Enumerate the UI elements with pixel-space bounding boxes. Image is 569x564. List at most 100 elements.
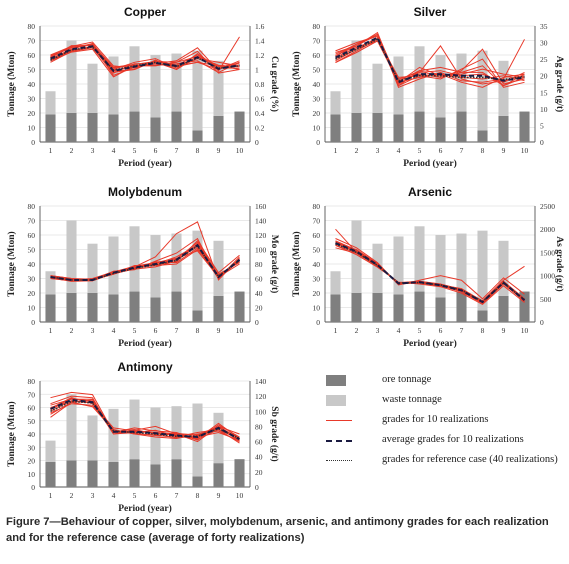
average-grade-line	[50, 243, 241, 281]
bar-ore-10	[234, 459, 245, 487]
chart-svg: Antimony 0 10 20 30 40 50 60 70 80 0 20 40 60 80 100 120…	[6, 360, 280, 514]
x-tick-label: 6	[439, 146, 443, 155]
bar-ore-3	[87, 293, 98, 322]
x-tick-label: 3	[91, 491, 95, 500]
bar-ore-9	[498, 295, 509, 322]
x-tick-label: 8	[196, 326, 200, 335]
y-tick-label: 80	[28, 377, 36, 386]
bar-waste-6	[150, 55, 161, 118]
y2-axis-label: Sb grade (g/t)	[269, 406, 280, 461]
y-tick-label: 80	[313, 22, 321, 31]
y-tick-label: 60	[28, 51, 36, 60]
chart-title: Arsenic	[408, 185, 452, 199]
bar-ore-9	[498, 115, 509, 142]
chart-svg: Arsenic 0 10 20 30 40 50 60 70 80 0 500 1000 1500 2000…	[291, 185, 565, 349]
x-tick-label: 3	[376, 326, 380, 335]
y-tick-label: 50	[313, 66, 321, 75]
realization-line-9	[335, 244, 525, 304]
y2-tick-label: 30	[540, 39, 548, 48]
x-tick-label: 2	[355, 146, 359, 155]
bar-waste-8	[192, 230, 203, 311]
bar-ore-8	[192, 130, 203, 142]
bar-waste-2	[351, 220, 362, 293]
realization-line-6	[50, 240, 240, 282]
chart-svg: Molybdenum 0 10 20 30 40 50 60 70 80 0 20 40 60 80 100 1…	[6, 185, 280, 349]
y2-axis-label: Cu grade (%)	[269, 56, 280, 112]
realization-line-1	[335, 238, 525, 300]
x-tick-label: 10	[521, 326, 529, 335]
x-tick-label: 4	[397, 326, 401, 335]
y2-tick-label: 0.8	[255, 80, 265, 89]
x-tick-label: 10	[521, 146, 529, 155]
x-tick-label: 3	[91, 326, 95, 335]
bar-ore-5	[414, 111, 425, 142]
y2-tick-label: 140	[255, 377, 267, 386]
x-tick-label: 5	[418, 326, 422, 335]
legend-swatch-reference	[326, 460, 352, 461]
bar-waste-5	[129, 226, 140, 292]
y-tick-label: 20	[313, 289, 321, 298]
x-tick-label: 7	[175, 491, 179, 500]
legend-item-ore-tonnage: ore tonnage	[318, 374, 550, 388]
x-tick-label: 1	[334, 146, 338, 155]
y-tick-label: 30	[28, 95, 36, 104]
x-tick-label: 8	[481, 146, 485, 155]
average-grade-line	[335, 36, 525, 84]
y2-tick-label: 120	[255, 231, 267, 240]
bar-waste-7	[171, 53, 182, 112]
legend: ore tonnage waste tonnage grades for 10 …	[318, 372, 558, 468]
x-tick-label: 8	[481, 326, 485, 335]
legend-label: grades for reference case (40 realizatio…	[382, 454, 558, 465]
bar-ore-2	[66, 293, 77, 322]
chart-copper: Copper 0 10 20 30 40 50 60 70 80 0 0.2 0.4 0.6 0.8 1 1.2…	[0, 0, 280, 170]
y-tick-label: 10	[28, 470, 36, 479]
y2-tick-label: 0.2	[255, 124, 265, 133]
y2-tick-label: 25	[540, 55, 548, 64]
legend-item-waste-tonnage: waste tonnage	[318, 394, 550, 408]
bar-waste-8	[477, 230, 488, 311]
y-axis-label: Tonnage (Mton)	[6, 51, 17, 116]
bar-ore-7	[171, 111, 182, 142]
bar-waste-6	[435, 235, 446, 298]
y-tick-label: 70	[313, 37, 321, 46]
bar-ore-4	[393, 294, 404, 322]
y-tick-label: 10	[313, 304, 321, 313]
x-tick-label: 6	[154, 146, 158, 155]
realization-line-2	[50, 403, 240, 443]
bar-ore-7	[456, 111, 467, 142]
bar-ore-6	[435, 117, 446, 142]
x-tick-label: 10	[236, 326, 244, 335]
average-grade-line	[50, 45, 240, 73]
realization-line-4	[50, 399, 240, 444]
y2-tick-label: 0.4	[255, 109, 265, 118]
bar-ore-3	[87, 460, 98, 487]
bar-ore-1	[45, 294, 56, 322]
bar-ore-2	[351, 293, 362, 322]
legend-swatch-waste	[326, 395, 346, 406]
realization-line-3	[50, 221, 240, 281]
y2-axis-label: Mo grade (g/t)	[269, 235, 280, 294]
x-tick-label: 2	[70, 326, 74, 335]
y2-tick-label: 1.2	[255, 51, 265, 60]
figure-caption: Figure 7—Behaviour of copper, silver, mo…	[6, 516, 549, 544]
bar-ore-1	[330, 114, 341, 142]
y-tick-label: 40	[313, 80, 321, 89]
y2-axis-label: As grade (g/t)	[554, 236, 565, 291]
y2-tick-label: 60	[255, 275, 263, 284]
bar-waste-9	[213, 240, 224, 296]
x-tick-label: 5	[133, 326, 137, 335]
y2-tick-label: 5	[540, 121, 544, 130]
y2-tick-label: 80	[255, 422, 263, 431]
bar-waste-1	[45, 440, 56, 462]
bar-waste-4	[108, 56, 119, 115]
y2-tick-label: 100	[255, 246, 267, 255]
x-tick-label: 4	[397, 146, 401, 155]
x-tick-label: 6	[439, 326, 443, 335]
chart-title: Molybdenum	[108, 185, 182, 199]
bar-ore-3	[372, 293, 383, 322]
legend-swatch-realizations	[326, 420, 352, 421]
chart-molybdenum: Molybdenum 0 10 20 30 40 50 60 70 80 0 20 40 60 80 100 1…	[0, 180, 280, 350]
y2-tick-label: 1.6	[255, 22, 265, 31]
bar-ore-5	[414, 291, 425, 322]
bar-waste-4	[108, 236, 119, 295]
